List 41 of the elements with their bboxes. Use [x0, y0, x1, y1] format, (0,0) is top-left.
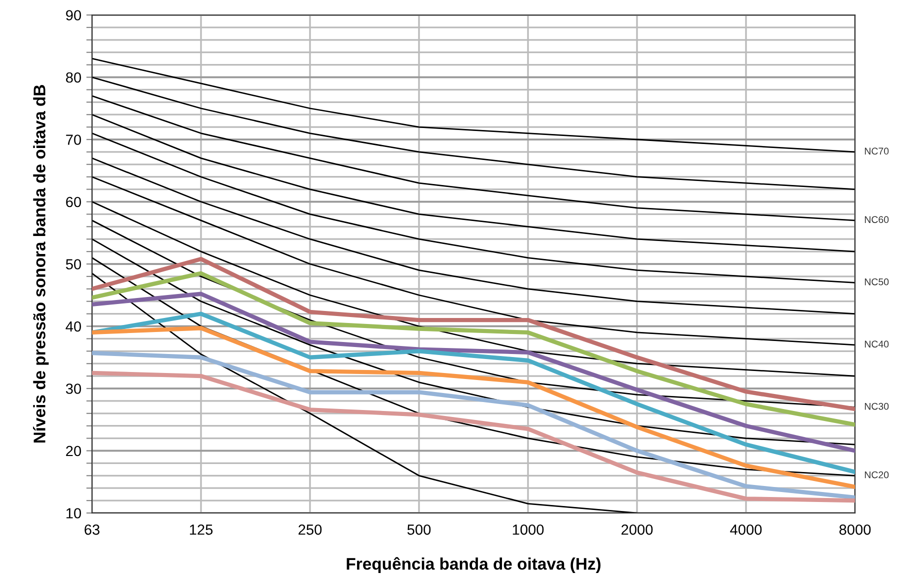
x-tick-label: 250: [298, 524, 322, 535]
series-label: NC20: [864, 471, 889, 478]
line-series: [92, 350, 855, 500]
x-tick-label: 4000: [730, 524, 762, 535]
y-tick-label: 80: [66, 72, 82, 83]
line-series: [92, 271, 855, 427]
y-axis-title: Níveis de pressão sonora banda de oitava dB: [33, 85, 49, 443]
x-tick-label: 8000: [839, 524, 871, 535]
series-label: NC30: [864, 402, 889, 410]
x-tick-label: 1000: [512, 524, 544, 535]
line-series: [92, 76, 855, 190]
line-series: [92, 256, 855, 412]
line-series: [92, 370, 855, 503]
x-axis-title: Frequência banda de oitava (Hz): [346, 557, 600, 574]
y-tick-label: 50: [66, 259, 82, 270]
x-tick-label: 2000: [622, 524, 653, 535]
y-tick-label: 60: [66, 196, 82, 208]
series-label: NC60: [864, 216, 889, 224]
series-label: NC40: [864, 340, 889, 348]
line-series: [92, 201, 855, 377]
y-tick-label: 40: [66, 321, 82, 332]
series-label: NC70: [864, 148, 889, 155]
y-tick-label: 70: [66, 134, 82, 145]
line-series: [92, 58, 855, 153]
y-tick-label: 20: [66, 446, 82, 456]
series-label: NC50: [864, 278, 889, 286]
x-tick-label: 63: [84, 524, 100, 535]
line-series: [92, 95, 855, 222]
line-series: [92, 176, 855, 346]
line-series: [92, 272, 638, 513]
line-series: [92, 292, 855, 453]
line-series: [92, 312, 855, 474]
line-series: [92, 157, 855, 314]
y-tick-label: 10: [66, 508, 82, 518]
line-series: [92, 114, 855, 252]
line-series: [92, 326, 855, 489]
y-tick-label: 30: [66, 384, 82, 394]
x-tick-label: 500: [407, 524, 431, 535]
line-series: [92, 132, 855, 284]
y-tick-label: 90: [66, 10, 82, 20]
x-tick-label: 125: [190, 524, 213, 535]
